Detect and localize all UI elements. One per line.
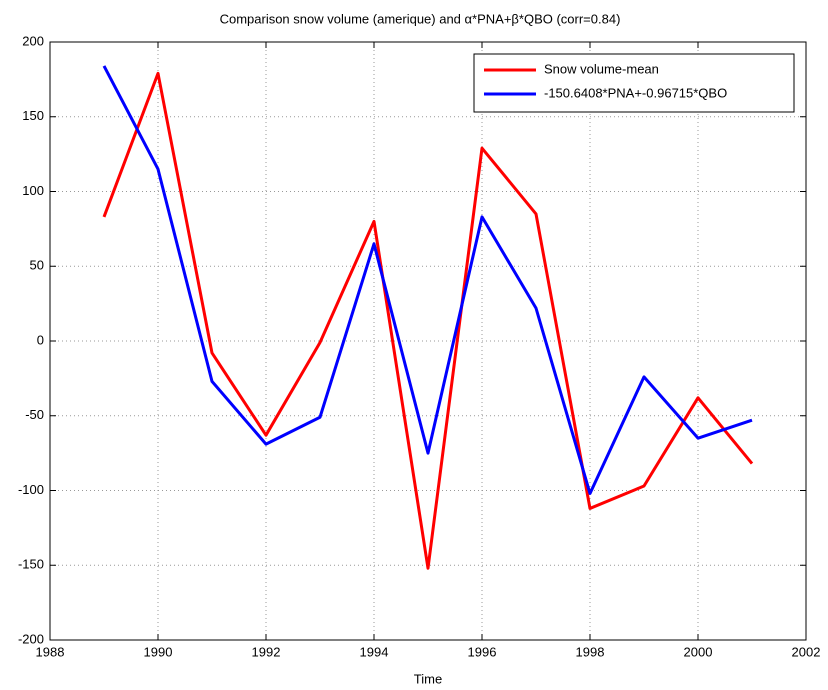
x-tick-label: 1994 — [360, 644, 389, 659]
x-tick-label: 2002 — [792, 644, 821, 659]
x-axis-label: Time — [414, 671, 442, 686]
y-tick-label: 50 — [30, 258, 44, 273]
x-tick-label: 2000 — [684, 644, 713, 659]
y-tick-label: 100 — [22, 183, 44, 198]
legend-label: -150.6408*PNA+-0.96715*QBO — [544, 85, 727, 100]
y-tick-label: -50 — [25, 407, 44, 422]
x-tick-label: 1990 — [144, 644, 173, 659]
x-tick-label: 1996 — [468, 644, 497, 659]
y-tick-label: 0 — [37, 332, 44, 347]
y-tick-label: 150 — [22, 108, 44, 123]
y-tick-label: -100 — [18, 482, 44, 497]
series-line — [102, 71, 754, 570]
legend-box — [473, 53, 795, 113]
chart-title: Comparison snow volume (amerique) and α*… — [220, 11, 621, 26]
plot-frame — [49, 41, 807, 641]
series-line — [102, 65, 753, 495]
y-tick-label: 200 — [22, 33, 44, 48]
y-tick-label: -200 — [18, 631, 44, 646]
y-tick-label: -150 — [18, 557, 44, 572]
x-tick-label: 1992 — [252, 644, 281, 659]
legend-label: Snow volume-mean — [544, 61, 659, 76]
x-tick-label: 1998 — [576, 644, 605, 659]
x-tick-label: 1988 — [36, 644, 65, 659]
